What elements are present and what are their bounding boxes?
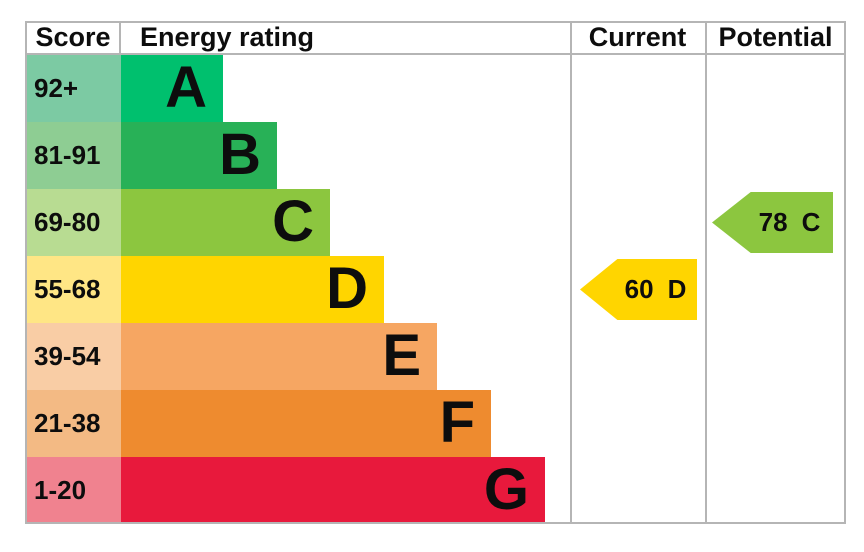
band-row: 92+ A [25, 55, 846, 122]
energy-rating-header: Energy rating [140, 22, 315, 52]
header-divider [25, 53, 846, 55]
band-bar-B: B [121, 122, 277, 189]
border-top [25, 21, 846, 23]
band-row: 39-54 E [25, 323, 846, 390]
band-score-cell: 81-91 [25, 122, 121, 189]
band-bar-F: F [121, 390, 491, 457]
band-score-cell: 39-54 [25, 323, 121, 390]
border-left [25, 21, 27, 524]
band-bar-C: C [121, 189, 330, 256]
band-bar-A: A [121, 55, 223, 122]
current-header: Current [588, 22, 687, 52]
band-row: 1-20 G [25, 457, 846, 524]
border-right [844, 21, 846, 524]
current-rating-letter: D [667, 274, 687, 304]
band-bar-D: D [121, 256, 384, 323]
potential-rating-letter: C [801, 207, 821, 237]
current-column-divider [570, 21, 572, 524]
band-rows: 92+ A 81-91 B 69-80 C 55-68 D 39-54 E 21… [25, 55, 846, 524]
score-column-divider [119, 21, 121, 55]
epc-table: Score Energy rating Current Potential 92… [25, 21, 846, 524]
score-header: Score [35, 22, 111, 52]
band-row: 69-80 C [25, 189, 846, 256]
header-row: Score Energy rating Current Potential [25, 21, 846, 55]
band-bar-E: E [121, 323, 437, 390]
border-bottom [25, 522, 846, 524]
band-score-cell: 92+ [25, 55, 121, 122]
band-row: 81-91 B [25, 122, 846, 189]
band-score-cell: 55-68 [25, 256, 121, 323]
band-score-cell: 21-38 [25, 390, 121, 457]
potential-header: Potential [718, 22, 833, 52]
band-bar-G: G [121, 457, 545, 524]
band-row: 21-38 F [25, 390, 846, 457]
potential-rating-value: 78 [758, 207, 788, 237]
current-rating-value: 60 [624, 274, 654, 304]
band-score-cell: 1-20 [25, 457, 121, 524]
potential-column-divider [705, 21, 707, 524]
band-row: 55-68 D [25, 256, 846, 323]
band-score-cell: 69-80 [25, 189, 121, 256]
